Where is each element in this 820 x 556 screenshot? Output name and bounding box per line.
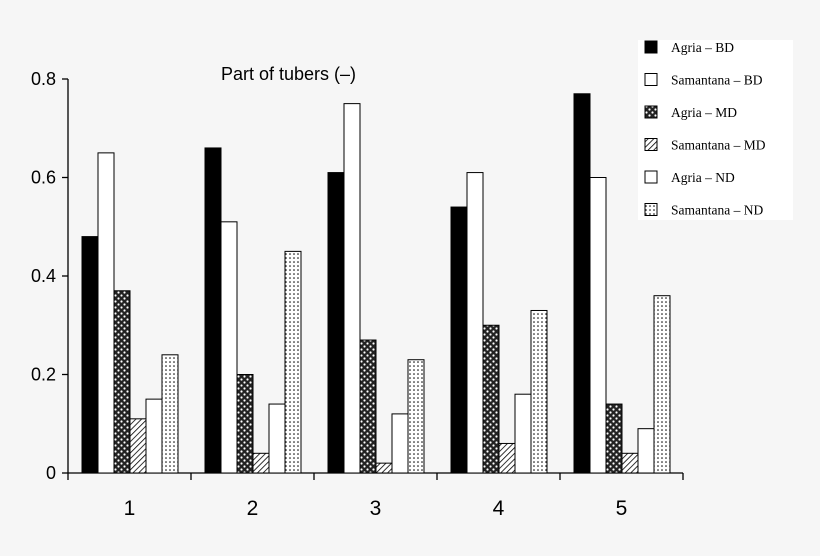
bar-series-1-cat-5 <box>573 93 591 474</box>
bar-series-4-cat-2 <box>252 452 270 474</box>
legend-swatch <box>644 105 658 119</box>
bar-series-6-cat-4 <box>530 309 548 474</box>
bar-series-1-cat-4 <box>450 206 468 474</box>
chart-title: Part of tubers (–) <box>221 64 356 84</box>
bar-series-3-cat-5 <box>605 403 623 474</box>
x-tick-label: 5 <box>616 497 628 520</box>
bars <box>81 93 671 474</box>
legend-box <box>638 40 793 220</box>
bar-series-2-cat-1 <box>97 152 115 474</box>
legend: Agria – BD Samantana – BD Agria – MD Samant… <box>638 40 793 220</box>
bar-series-4-cat-4 <box>498 442 516 474</box>
bar-series-3-cat-4 <box>482 324 500 474</box>
bar-series-6-cat-3 <box>407 359 425 474</box>
bar-series-5-cat-5 <box>637 428 655 474</box>
bar-series-5-cat-3 <box>391 413 409 474</box>
bar-series-3-cat-2 <box>236 374 254 474</box>
bar-series-4-cat-5 <box>621 452 639 474</box>
legend-label: Agria – MD <box>671 105 737 120</box>
bar-series-6-cat-2 <box>284 250 302 474</box>
legend-label: Samantana – MD <box>671 138 766 153</box>
bar-series-1-cat-1 <box>81 236 99 474</box>
bar-series-4-cat-3 <box>375 462 393 474</box>
bar-series-3-cat-3 <box>359 339 377 474</box>
legend-label: Samantana – ND <box>671 203 763 218</box>
bar-series-5-cat-1 <box>145 398 163 474</box>
bar-series-1-cat-2 <box>204 147 222 474</box>
x-tick-label: 1 <box>124 497 136 520</box>
y-tick-label: 0.6 <box>31 168 56 188</box>
bar-series-2-cat-4 <box>466 172 484 474</box>
x-ticks: 1 2 3 4 5 <box>67 473 684 520</box>
y-tick-label: 0.4 <box>31 266 56 286</box>
bar-series-6-cat-1 <box>161 354 179 474</box>
bar-series-2-cat-3 <box>343 103 361 474</box>
bar-series-6-cat-5 <box>653 295 671 474</box>
legend-swatch <box>644 170 658 184</box>
legend-label: Agria – BD <box>671 40 734 55</box>
y-tick-label: 0.8 <box>31 69 56 89</box>
y-tick-label: 0 <box>46 463 56 483</box>
bar-series-4-cat-1 <box>129 418 147 474</box>
legend-swatch <box>644 138 658 151</box>
legend-label: Agria – ND <box>671 170 735 185</box>
y-ticks: 0 0.2 0.4 0.6 0.8 <box>31 69 68 483</box>
bar-series-5-cat-2 <box>268 403 286 474</box>
plot-area: 0 0.2 0.4 0.6 0.8 1 2 3 4 5 <box>31 69 684 520</box>
y-tick-label: 0.2 <box>31 365 56 385</box>
legend-swatch <box>644 40 658 54</box>
bar-series-5-cat-4 <box>514 393 532 474</box>
bar-series-2-cat-2 <box>220 221 238 474</box>
bar-series-3-cat-1 <box>113 290 131 474</box>
legend-swatch <box>644 73 658 86</box>
legend-label: Samantana – BD <box>671 73 763 88</box>
legend-swatch <box>644 203 658 216</box>
bar-series-2-cat-5 <box>589 177 607 474</box>
x-tick-label: 4 <box>493 497 505 520</box>
x-tick-label: 3 <box>370 497 382 520</box>
x-tick-label: 2 <box>247 497 259 520</box>
bar-series-1-cat-3 <box>327 172 345 474</box>
